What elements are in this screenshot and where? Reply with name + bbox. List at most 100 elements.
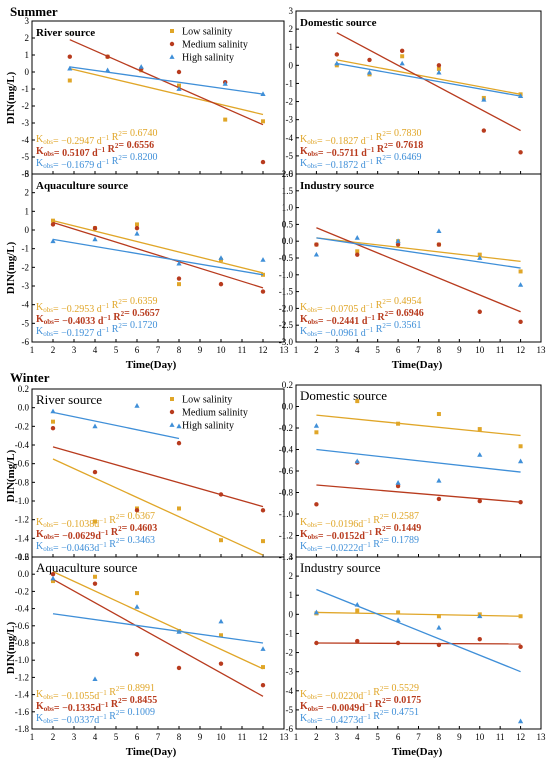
point-medium-salinity (92, 581, 98, 586)
y-tick-label: 0.0 (18, 403, 30, 413)
y-tick-label: -1 (22, 244, 30, 254)
kobs-label-low: Kobs= −0.1827 d−1 R2= 0.7830 (300, 128, 422, 147)
y-tick-label: -1.2 (15, 515, 29, 525)
point-medium-salinity (314, 242, 319, 247)
y-tick-label: -0.6 (15, 459, 30, 469)
y-tick-label: -6 (286, 724, 294, 734)
point-low-salinity (477, 427, 482, 432)
x-tick-label: 8 (437, 732, 442, 742)
point-high-salinity (260, 646, 266, 651)
x-tick-label: 13 (537, 732, 547, 742)
kobs-label-high: Kobs= −0.0463d−1 R2= 0.3463 (36, 535, 155, 554)
point-medium-salinity (436, 242, 442, 247)
point-medium-salinity (176, 276, 182, 281)
kobs-label-low: Kobs= −0.0196d−1 R2= 0.2587 (300, 511, 419, 530)
point-high-salinity (477, 255, 483, 260)
x-tick-label: 1 (294, 345, 299, 355)
y-tick-label: -0.4 (15, 604, 30, 614)
y-tick-label: 1 (25, 50, 30, 60)
point-high-salinity (138, 64, 144, 69)
y-tick-label: 1 (289, 590, 294, 600)
y-tick-label: -0.8 (15, 638, 30, 648)
kobs-label-high: Kobs= −0.0961 d−1 R2= 0.3561 (300, 320, 422, 339)
y-tick-label: -2.0 (279, 303, 294, 313)
point-high-salinity (477, 613, 483, 619)
y-tick-label: 0.0 (282, 402, 294, 412)
x-tick-label: 7 (416, 732, 421, 742)
x-tick-label: 13 (537, 345, 547, 355)
point-low-salinity (396, 421, 401, 426)
point-high-salinity (260, 257, 266, 262)
y-tick-label: -4 (22, 135, 30, 145)
kobs-label-low: Kobs= −0.1055d−1 R2= 0.8991 (36, 683, 155, 702)
y-tick-label: -3 (22, 281, 30, 291)
kobs-label-low: Kobs= −0.0220d−1 R2= 0.5529 (300, 683, 419, 702)
point-medium-salinity (218, 281, 224, 287)
point-medium-salinity (260, 682, 266, 688)
x-tick-label: 2 (314, 732, 319, 742)
point-high-salinity (436, 624, 442, 630)
x-tick-label: 11 (238, 345, 247, 355)
x-tick-label: 10 (475, 732, 485, 742)
svg-text:DIN(mg/L): DIN(mg/L) (5, 71, 17, 124)
point-medium-salinity (355, 252, 360, 257)
kobs-label-low: Kobs= −0.2947 d−1 R2= 0.6740 (36, 128, 158, 147)
y-tick-label: -1.4 (15, 690, 30, 700)
y-tick-label: -5 (22, 152, 30, 162)
point-low-salinity (223, 117, 228, 122)
y-tick-label: -6 (22, 337, 30, 347)
kobs-label-low: Kobs= −0.0705 d−1 R2= 0.4954 (300, 296, 422, 315)
y-tick-label: -1.2 (279, 531, 293, 541)
point-medium-salinity (218, 492, 224, 497)
y-tick-label: -1.5 (279, 287, 294, 297)
panel-title: Industry source (300, 180, 374, 192)
point-low-salinity (355, 608, 360, 613)
point-high-salinity (436, 477, 442, 483)
point-high-salinity (395, 617, 401, 622)
point-high-salinity (92, 236, 98, 242)
y-tick-label: 2 (25, 188, 30, 198)
y-tick-label: 0.0 (18, 569, 30, 579)
y-tick-label: -0.2 (279, 423, 293, 433)
x-tick-label: 13 (280, 732, 290, 742)
panel-title: Domestic source (300, 17, 377, 29)
y-tick-label: 1.5 (282, 186, 294, 196)
y-tick-label: 1 (25, 206, 30, 216)
legend-label-high: High salinity (182, 421, 234, 432)
x-tick-label: 3 (335, 732, 340, 742)
fit-line-high-salinity (52, 613, 264, 644)
legend-label-medium: Medium salinity (182, 408, 248, 419)
x-tick-label: 1 (30, 732, 35, 742)
x-tick-label: 4 (93, 732, 98, 742)
x-tick-label: 10 (217, 345, 227, 355)
x-tick-label: 2 (51, 345, 56, 355)
fit-line-low-salinity (336, 59, 521, 95)
point-high-salinity (436, 228, 442, 234)
point-low-salinity (518, 614, 523, 619)
y-axis-label-summer-top: DIN(mg/L) (5, 71, 17, 124)
point-low-salinity (261, 539, 265, 544)
point-high-salinity (477, 452, 483, 457)
x-tick-label: 11 (238, 732, 247, 742)
point-medium-salinity (518, 319, 523, 325)
x-tick-label: 2 (314, 345, 319, 355)
point-medium-salinity (50, 426, 56, 431)
kobs-label-medium: Kobs= −0.2441 d−1 R2= 0.6946 (300, 308, 424, 327)
legend-marker-medium (169, 41, 175, 47)
point-medium-salinity (334, 52, 340, 57)
fit-line-low-salinity (69, 67, 264, 116)
point-medium-salinity (395, 483, 401, 489)
kobs-label-medium: Kobs= −0.0629d−1 R2= 0.4603 (36, 523, 157, 542)
fit-line-medium-salinity (316, 642, 521, 645)
fit-line-high-salinity (52, 411, 180, 440)
x-tick-label: 3 (72, 732, 77, 742)
point-high-salinity (481, 96, 487, 102)
point-low-salinity (436, 614, 441, 619)
legend-label-low: Low salinity (182, 27, 232, 38)
point-medium-salinity (477, 309, 482, 314)
panel-title: Domestic source (300, 388, 387, 403)
fit-line-medium-salinity (336, 32, 521, 132)
